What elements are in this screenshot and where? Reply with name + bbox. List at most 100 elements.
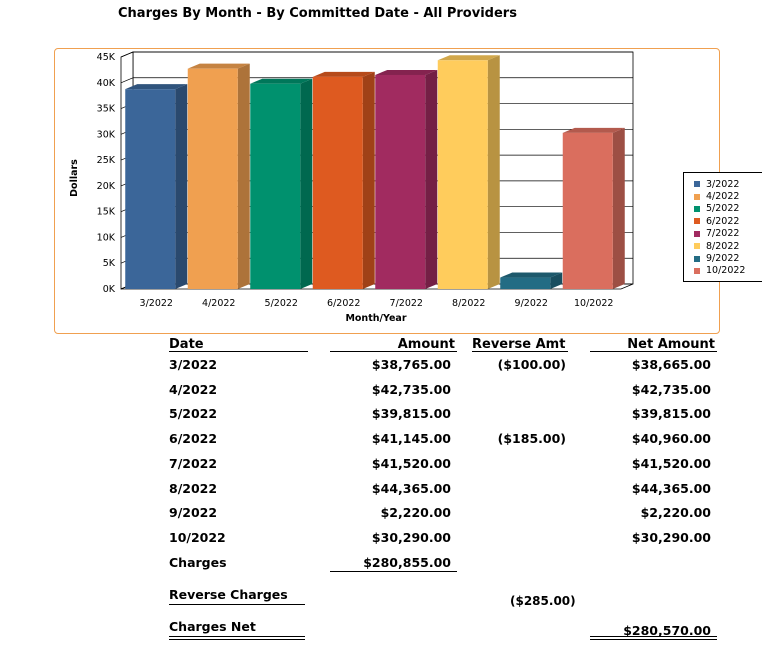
legend-item: 7/2022 (694, 228, 762, 240)
legend-swatch (694, 193, 700, 200)
bar (312, 76, 363, 289)
bar-top (187, 63, 250, 69)
legend-swatch (694, 218, 700, 225)
x-axis-label: Month/Year (345, 313, 406, 324)
y-axis-label: Dollars (69, 159, 80, 197)
bar-chart: 0K 5K 10K 15K 20K 25K 30K 35K 40K 45K 3/2022 4/2022… (69, 51, 634, 324)
col-header-date: Date (169, 337, 204, 352)
charges-net-double-underline (169, 636, 305, 640)
legend-item: 3/2022 (694, 178, 762, 190)
header-underline-net (590, 351, 717, 352)
report-title: Charges By Month - By Committed Date - A… (118, 6, 517, 21)
bar-side (425, 69, 438, 289)
charges-net-total-double-underline (590, 636, 717, 640)
gridline-depth (120, 51, 134, 58)
legend-swatch (694, 267, 700, 274)
row-date: 8/2022 (169, 480, 218, 496)
row-net-amount: $30,290.00 (631, 529, 711, 545)
y-tick-label: 15K (97, 207, 116, 218)
bar (375, 74, 426, 289)
row-date: 3/2022 (169, 357, 218, 372)
legend-swatch (694, 181, 700, 188)
x-tick-label: 10/2022 (574, 298, 613, 309)
row-amount: $41,145.00 (371, 431, 451, 447)
row-date: 9/2022 (169, 505, 218, 521)
bar-top (125, 84, 188, 90)
bar (500, 277, 551, 289)
bar (187, 68, 238, 289)
x-tick-label: 6/2022 (327, 298, 360, 309)
row-net-amount: $40,960.00 (631, 431, 711, 447)
row-net-amount: $2,220.00 (640, 505, 711, 521)
legend-item: 10/2022 (694, 265, 762, 277)
row-reverse-amt: ($100.00) (497, 357, 566, 372)
bar (250, 83, 301, 289)
y-tick-label: 20K (97, 181, 116, 192)
header-underline-date (169, 351, 308, 352)
y-tick-label: 25K (97, 155, 116, 166)
charges-label: Charges (169, 555, 227, 570)
x-tick-label: 4/2022 (202, 298, 235, 309)
bar-side (612, 127, 625, 289)
legend-item: 6/2022 (694, 215, 762, 227)
row-amount: $44,365.00 (371, 480, 451, 496)
row-net-amount: $42,735.00 (631, 381, 711, 397)
bar-side (175, 84, 188, 289)
bar-side (237, 63, 250, 289)
legend-item: 8/2022 (694, 240, 762, 252)
row-amount: $41,520.00 (371, 455, 451, 471)
bar (125, 89, 176, 289)
y-tick-label: 5K (103, 258, 116, 269)
y-tick-label: 0K (103, 284, 116, 295)
row-amount: $39,815.00 (371, 406, 451, 422)
bar-top (437, 55, 500, 61)
row-date: 4/2022 (169, 381, 218, 397)
reverse-charges-label: Reverse Charges (169, 587, 288, 602)
legend-item: 4/2022 (694, 190, 762, 202)
legend-swatch (694, 243, 700, 250)
x-tick-label: 7/2022 (390, 298, 423, 309)
legend-label: 3/2022 (706, 178, 740, 190)
legend-label: 6/2022 (706, 215, 740, 227)
legend-swatch (694, 255, 700, 262)
bar-side (487, 55, 500, 290)
bar-top (500, 272, 563, 278)
row-net-amount: $41,520.00 (631, 455, 711, 471)
y-tick-label: 45K (97, 52, 116, 63)
row-amount: $2,220.00 (380, 505, 451, 521)
x-tick-label: 5/2022 (265, 298, 298, 309)
row-date: 7/2022 (169, 455, 218, 471)
bar-top (562, 127, 625, 133)
x-tick-label: 3/2022 (140, 298, 173, 309)
reverse-charges-total: ($285.00) (510, 594, 576, 608)
row-reverse-amt: ($185.00) (497, 431, 566, 447)
legend-label: 8/2022 (706, 240, 740, 252)
y-tick-label: 35K (97, 104, 116, 115)
charges-total-underline (330, 571, 457, 572)
header-underline-reverse (472, 351, 568, 352)
legend-swatch (694, 205, 700, 212)
charges-net-label: Charges Net (169, 619, 256, 634)
legend-label: 7/2022 (706, 228, 740, 240)
bar-top (312, 71, 375, 77)
legend-label: 9/2022 (706, 253, 740, 265)
row-net-amount: $44,365.00 (631, 480, 711, 496)
reverse-charges-underline (169, 604, 305, 605)
bar-side (550, 272, 563, 289)
chart-legend: 3/2022 4/2022 5/2022 6/2022 7/2022 8/2022 9/20… (683, 172, 762, 282)
row-net-amount: $38,665.00 (631, 357, 711, 372)
y-tick-label: 10K (97, 232, 116, 243)
bar-side (362, 71, 375, 289)
legend-label: 4/2022 (706, 191, 740, 203)
bar-side (300, 78, 313, 289)
row-amount: $38,765.00 (371, 357, 451, 372)
legend-item: 5/2022 (694, 203, 762, 215)
y-tick-label: 40K (97, 78, 116, 89)
row-date: 5/2022 (169, 406, 218, 422)
col-header-reverse-amt: Reverse Amt (472, 337, 566, 352)
row-amount: $30,290.00 (371, 529, 451, 545)
legend-swatch (694, 230, 700, 237)
bar-top (250, 78, 313, 84)
gridline-depth (120, 77, 134, 84)
charges-net-total: $280,570.00 (623, 623, 711, 638)
